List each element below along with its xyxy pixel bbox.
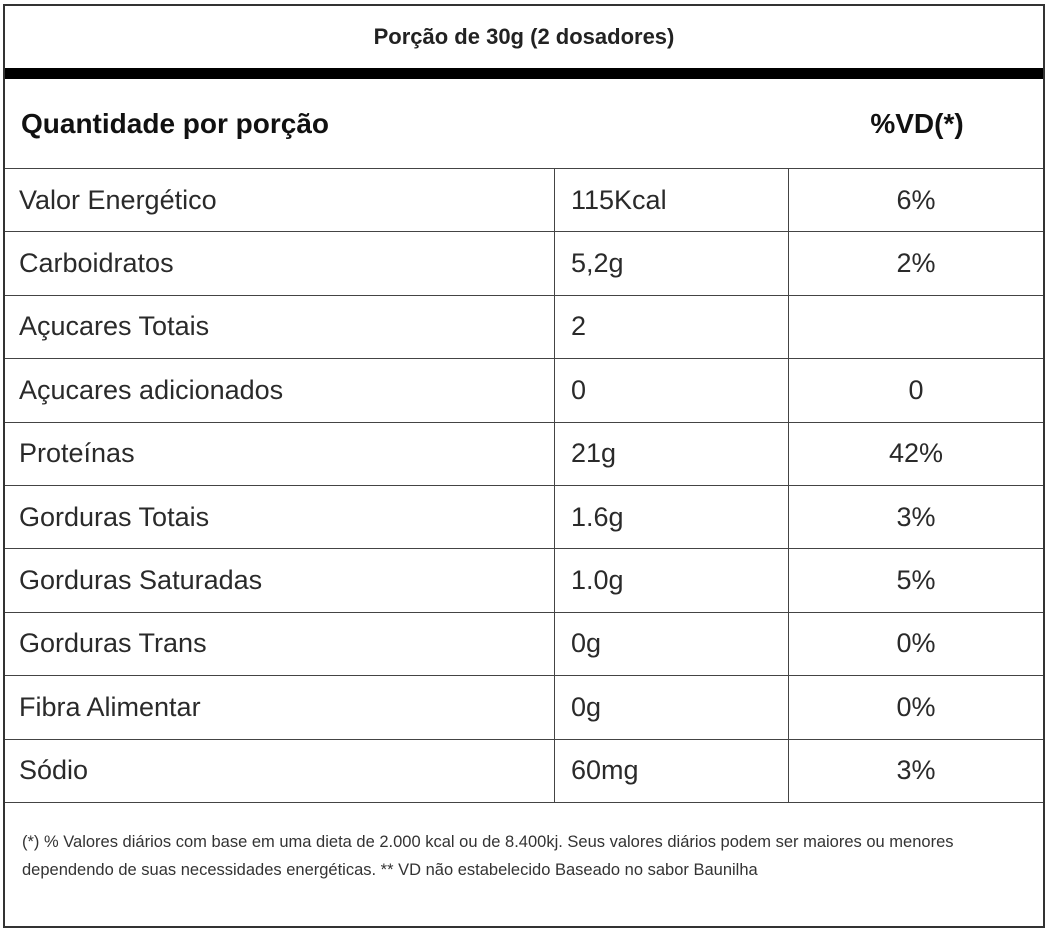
quantity-header: Quantidade por porção	[21, 107, 330, 139]
nutrient-dv: 3%	[896, 501, 936, 532]
table-row: Sódio 60mg 3%	[5, 739, 1043, 803]
dv-header: %VD(*)	[870, 107, 964, 139]
nutrient-amount: 0	[555, 359, 789, 422]
nutrient-amount: 0g	[555, 676, 789, 739]
nutrient-name: Fibra Alimentar	[5, 676, 555, 739]
nutrient-name: Gorduras Totais	[5, 485, 555, 549]
nutrient-dv: 0%	[896, 691, 936, 722]
nutrient-name: Açucares Totais	[5, 295, 555, 359]
nutrient-name: Açucares adicionados	[5, 359, 555, 422]
nutrient-rows: Valor Energético 115Kcal 6% Carboidratos 5,2…	[5, 169, 1043, 803]
table-row: Proteínas 21g 42%	[5, 422, 1043, 486]
nutrient-dv: 3%	[896, 755, 936, 786]
nutrient-dv	[789, 296, 1043, 358]
nutrient-amount: 1.0g	[555, 549, 789, 612]
nutrient-name: Carboidratos	[5, 232, 555, 295]
nutrient-name: Gorduras Saturadas	[5, 549, 555, 612]
footnote: (*) % Valores diários com base em uma di…	[22, 833, 954, 879]
nutrient-amount: 21g	[555, 422, 789, 485]
table-header: Quantidade por porção %VD(*)	[5, 79, 1043, 169]
nutrient-dv: 42%	[888, 438, 944, 469]
table-row: Valor Energético 115Kcal 6%	[5, 169, 1043, 233]
nutrient-dv: 2%	[896, 248, 936, 279]
nutrient-amount: 5,2g	[555, 232, 789, 295]
nutrient-dv: 0%	[896, 628, 936, 659]
divider-bar	[5, 68, 1043, 79]
nutrient-dv: 0	[908, 374, 924, 405]
nutrient-amount: 1.6g	[555, 485, 789, 549]
nutrient-name: Proteínas	[5, 422, 555, 485]
table-row: Gorduras Totais 1.6g 3%	[5, 485, 1043, 550]
nutrient-dv: 5%	[896, 565, 936, 596]
nutrient-amount: 115Kcal	[555, 169, 789, 232]
table-row: Gorduras Saturadas 1.0g 5%	[5, 549, 1043, 613]
nutrition-table: Porção de 30g (2 dosadores) Quantidade p…	[3, 4, 1045, 928]
table-row: Açucares adicionados 0 0	[5, 359, 1043, 423]
nutrient-name: Valor Energético	[5, 169, 555, 232]
nutrient-name: Gorduras Trans	[5, 612, 555, 676]
nutrient-name: Sódio	[5, 739, 555, 802]
table-row: Fibra Alimentar 0g 0%	[5, 676, 1043, 740]
table-row: Gorduras Trans 0g 0%	[5, 612, 1043, 677]
nutrient-amount: 0g	[555, 612, 789, 676]
table-row: Carboidratos 5,2g 2%	[5, 232, 1043, 296]
table-row: Açucares Totais 2	[5, 295, 1043, 360]
serving-size: Porção de 30g (2 dosadores)	[373, 24, 675, 49]
nutrient-amount: 60mg	[555, 739, 789, 802]
nutrient-amount: 2	[555, 295, 789, 359]
nutrient-dv: 6%	[896, 184, 936, 215]
